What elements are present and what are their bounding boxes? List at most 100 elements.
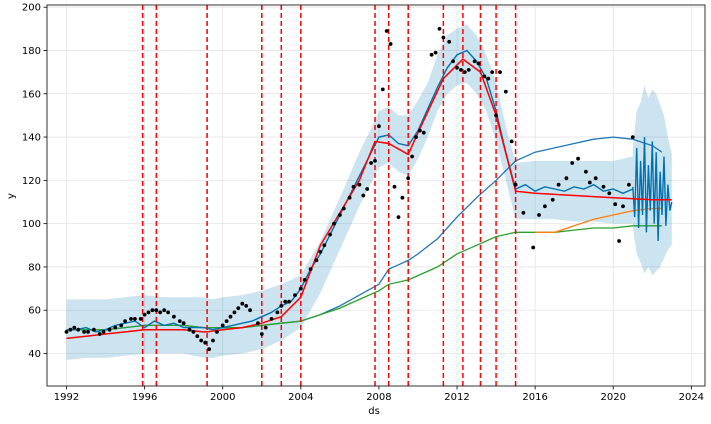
observed-point bbox=[494, 113, 498, 118]
observed-point bbox=[146, 310, 151, 315]
observed-point bbox=[240, 301, 245, 306]
observed-point bbox=[314, 258, 319, 263]
observed-point bbox=[377, 124, 381, 129]
observed-point bbox=[338, 213, 342, 217]
observed-point bbox=[441, 35, 446, 40]
observed-point bbox=[101, 330, 106, 334]
observed-point bbox=[341, 206, 346, 211]
observed-point bbox=[369, 161, 373, 165]
observed-point bbox=[490, 70, 495, 74]
observed-point bbox=[166, 310, 171, 315]
observed-point bbox=[97, 332, 102, 336]
observed-point bbox=[365, 187, 370, 191]
observed-point bbox=[269, 317, 274, 321]
future-interval-band bbox=[632, 85, 672, 276]
observed-point bbox=[119, 323, 124, 328]
y-tick-label: 160 bbox=[22, 89, 41, 100]
x-axis-label: ds bbox=[368, 406, 380, 417]
observed-point bbox=[455, 65, 459, 70]
observed-point bbox=[509, 139, 514, 144]
observed-point bbox=[172, 314, 176, 319]
observed-point bbox=[283, 299, 288, 304]
observed-point bbox=[138, 317, 143, 321]
observed-point bbox=[220, 323, 225, 328]
observed-point bbox=[396, 215, 401, 220]
observed-point bbox=[68, 327, 73, 332]
observed-point bbox=[587, 180, 592, 185]
observed-point bbox=[107, 327, 112, 332]
observed-point bbox=[627, 182, 631, 187]
observed-point bbox=[287, 299, 291, 304]
observed-point bbox=[388, 42, 393, 46]
axis-ticks: 1992 1996 2000 2004 2008 2012 2016 2020 2024 40 60… bbox=[22, 3, 704, 403]
observed-point bbox=[154, 308, 159, 313]
orange-series-line bbox=[535, 207, 662, 233]
y-tick-label: 200 bbox=[22, 3, 41, 14]
series-lines bbox=[66, 49, 673, 340]
y-tick-label: 80 bbox=[28, 262, 41, 273]
x-tick-label: 2008 bbox=[366, 392, 391, 403]
observed-point bbox=[215, 330, 219, 334]
gridlines bbox=[47, 5, 705, 386]
uncertainty-band bbox=[66, 24, 672, 360]
x-tick-label: 1992 bbox=[54, 392, 79, 403]
observed-point bbox=[224, 319, 229, 323]
observed-point bbox=[621, 204, 625, 209]
observed-point bbox=[263, 325, 268, 330]
observed-point bbox=[503, 89, 508, 94]
observed-point bbox=[418, 128, 422, 133]
observed-point bbox=[380, 87, 385, 92]
observed-point bbox=[613, 202, 618, 207]
observed-point bbox=[437, 26, 442, 31]
observed-point bbox=[357, 182, 362, 187]
observed-points bbox=[64, 26, 635, 352]
x-tick-label: 2024 bbox=[679, 392, 704, 403]
observed-point bbox=[133, 317, 137, 321]
observed-point bbox=[584, 169, 588, 174]
y-tick-label: 100 bbox=[22, 219, 41, 230]
observed-point bbox=[373, 159, 377, 163]
observed-point bbox=[392, 184, 397, 189]
observed-point bbox=[429, 52, 434, 57]
observed-point bbox=[82, 330, 86, 334]
observed-point bbox=[279, 304, 284, 308]
observed-point bbox=[328, 232, 332, 237]
observed-point bbox=[298, 286, 303, 291]
observed-point bbox=[351, 184, 356, 189]
observed-point bbox=[195, 334, 200, 339]
observed-point bbox=[177, 319, 182, 323]
observed-point bbox=[123, 319, 127, 323]
history-interval-band bbox=[66, 24, 633, 360]
observed-point bbox=[162, 308, 167, 313]
observed-point bbox=[203, 340, 208, 345]
observed-point bbox=[113, 325, 118, 330]
observed-point bbox=[472, 59, 477, 64]
observed-point bbox=[361, 193, 366, 198]
observed-point bbox=[259, 332, 264, 336]
observed-point bbox=[406, 176, 411, 181]
observed-point bbox=[564, 176, 569, 181]
observed-point bbox=[466, 68, 471, 72]
x-tick-label: 2004 bbox=[288, 392, 313, 403]
observed-point bbox=[607, 191, 612, 196]
x-tick-label: 2012 bbox=[444, 392, 469, 403]
observed-point bbox=[207, 347, 212, 352]
observed-point bbox=[462, 70, 467, 74]
y-tick-label: 180 bbox=[22, 46, 41, 57]
observed-point bbox=[543, 204, 547, 209]
observed-point bbox=[129, 317, 133, 321]
green-series-line bbox=[66, 225, 662, 331]
y-tick-label: 60 bbox=[28, 306, 41, 317]
observed-point bbox=[302, 278, 307, 282]
observed-point bbox=[275, 310, 280, 315]
observed-point bbox=[158, 310, 163, 315]
observed-point bbox=[92, 327, 96, 332]
observed-point bbox=[248, 308, 253, 313]
observed-point bbox=[421, 130, 426, 135]
observed-point bbox=[211, 338, 215, 343]
observed-point bbox=[556, 182, 561, 187]
observed-point bbox=[236, 306, 241, 310]
observed-point bbox=[630, 135, 635, 140]
y-tick-label: 40 bbox=[28, 349, 41, 360]
